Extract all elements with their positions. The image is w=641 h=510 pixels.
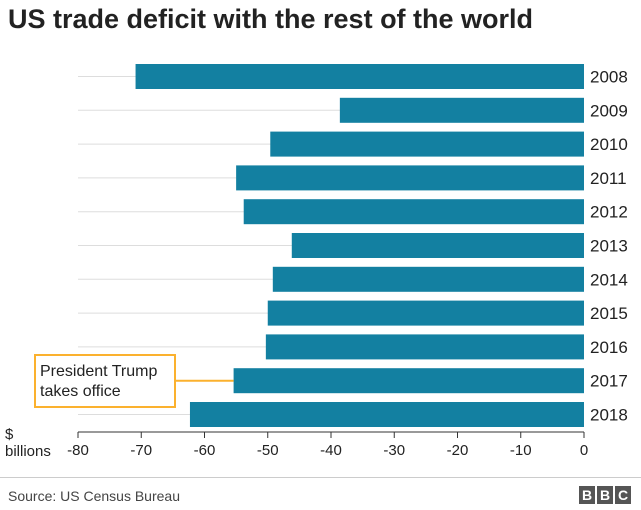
x-tick-label: -60 [194, 442, 216, 459]
source-note: Source: US Census Bureau [8, 488, 180, 504]
bbc-logo-letter: B [597, 486, 613, 504]
annotation-text: President Trump [40, 363, 157, 380]
category-label-2012: 2012 [590, 203, 628, 222]
bbc-logo-letter: B [579, 486, 595, 504]
category-label-2015: 2015 [590, 304, 628, 323]
annotation-box [34, 354, 176, 408]
bars [135, 64, 584, 427]
bar-chart: 2008 2009 2010 2011 2012 2013 2014 2015 2016 2017… [5, 64, 628, 460]
chart-title: US trade deficit with the rest of the wo… [8, 4, 534, 34]
bar-2008 [135, 64, 584, 89]
category-label-2008: 2008 [590, 68, 628, 87]
x-tick-label: 0 [580, 442, 588, 459]
bar-2018 [189, 402, 584, 427]
x-tick-label: -20 [447, 442, 469, 459]
footer-divider [0, 477, 641, 478]
bbc-logo-letter: C [615, 486, 631, 504]
bar-2014 [272, 266, 584, 292]
bar-2009 [339, 97, 584, 123]
category-label-2013: 2013 [590, 237, 628, 256]
x-axis-unit-label: billions [5, 443, 51, 460]
bar-2013 [291, 233, 584, 258]
x-tick-label: -10 [510, 442, 532, 459]
x-tick-label: -40 [320, 442, 342, 459]
x-tick-label: -80 [67, 442, 89, 459]
category-label-2016: 2016 [590, 338, 628, 357]
annotation-text: takes office [40, 383, 121, 400]
annotation: President Trump takes office [34, 354, 234, 408]
bar-2017 [233, 368, 584, 394]
category-label-2009: 2009 [590, 101, 628, 120]
x-tick-label: -50 [257, 442, 279, 459]
category-label-2014: 2014 [590, 270, 628, 289]
category-label-2011: 2011 [590, 169, 627, 188]
category-label-2018: 2018 [590, 406, 628, 425]
category-label-2010: 2010 [590, 135, 628, 154]
bar-2015 [267, 300, 584, 326]
bar-2012 [243, 199, 584, 225]
bar-2010 [270, 131, 584, 157]
category-label-2017: 2017 [590, 372, 628, 391]
bar-2016 [265, 334, 584, 360]
bbc-logo: B B C [579, 486, 631, 504]
x-axis-unit-label: $ [5, 426, 14, 443]
x-tick-label: -30 [383, 442, 405, 459]
category-labels: 2008 2009 2010 2011 2012 2013 2014 2015 2016 2017… [590, 68, 628, 425]
x-axis: -80 -70 -60 -50 -40 -30 -20 -10 0 $billions [5, 426, 588, 460]
bar-2011 [236, 165, 584, 191]
x-tick-label: -70 [130, 442, 152, 459]
